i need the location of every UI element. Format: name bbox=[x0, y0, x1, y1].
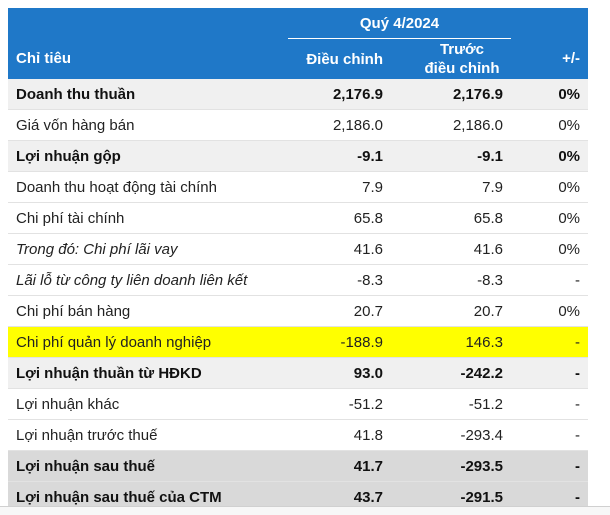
table-body: Doanh thu thuần 2,176.9 2,176.9 0% Giá v… bbox=[8, 79, 588, 513]
row-change-value: 0% bbox=[511, 171, 588, 203]
row-label: Doanh thu hoạt động tài chính bbox=[8, 171, 288, 203]
table-row: Trong đó: Chi phí lãi vay 41.6 41.6 0% bbox=[8, 233, 588, 265]
table-row: Lợi nhuận trước thuế 41.8 -293.4 - bbox=[8, 419, 588, 451]
row-adjusted-value: 2,176.9 bbox=[288, 79, 391, 110]
row-label: Chi phí quản lý doanh nghiệp bbox=[8, 326, 288, 358]
period-heading: Quý 4/2024 bbox=[288, 8, 511, 39]
row-before-value: 2,186.0 bbox=[391, 109, 511, 141]
row-adjusted-value: -188.9 bbox=[288, 326, 391, 358]
row-change-value: - bbox=[511, 450, 588, 482]
row-before-value: 2,176.9 bbox=[391, 79, 511, 110]
row-before-value: -293.4 bbox=[391, 419, 511, 451]
header-columns-row: Chỉ tiêu Điều chỉnh Trước điều chỉnh +/- bbox=[8, 38, 588, 79]
row-adjusted-value: -9.1 bbox=[288, 140, 391, 172]
table-row: Lợi nhuận sau thuế 41.7 -293.5 - bbox=[8, 450, 588, 482]
row-change-value: - bbox=[511, 388, 588, 420]
column-header-before-line2: điều chỉnh bbox=[424, 60, 500, 77]
table-row: Lợi nhuận khác -51.2 -51.2 - bbox=[8, 388, 588, 420]
table-row: Giá vốn hàng bán 2,186.0 2,186.0 0% bbox=[8, 109, 588, 141]
row-change-value: - bbox=[511, 326, 588, 358]
row-change-value: 0% bbox=[511, 233, 588, 265]
table-header: Quý 4/2024 Chỉ tiêu Điều chỉnh Trước điề… bbox=[8, 8, 588, 79]
sheet-bottom-strip bbox=[0, 506, 610, 515]
row-label: Trong đó: Chi phí lãi vay bbox=[8, 233, 288, 265]
column-header-change: +/- bbox=[511, 38, 588, 79]
column-header-before-adjustment: Trước điều chỉnh bbox=[391, 38, 511, 79]
row-adjusted-value: 2,186.0 bbox=[288, 109, 391, 141]
row-adjusted-value: 41.7 bbox=[288, 450, 391, 482]
row-before-value: -8.3 bbox=[391, 264, 511, 296]
row-label: Chi phí tài chính bbox=[8, 202, 288, 234]
header-period-row: Quý 4/2024 bbox=[8, 8, 588, 39]
row-before-value: -293.5 bbox=[391, 450, 511, 482]
row-change-value: 0% bbox=[511, 79, 588, 110]
column-header-indicator: Chỉ tiêu bbox=[8, 38, 288, 79]
table-row: Doanh thu hoạt động tài chính 7.9 7.9 0% bbox=[8, 171, 588, 203]
row-before-value: 20.7 bbox=[391, 295, 511, 327]
row-adjusted-value: 93.0 bbox=[288, 357, 391, 389]
row-change-value: 0% bbox=[511, 202, 588, 234]
table-row: Lợi nhuận gộp -9.1 -9.1 0% bbox=[8, 140, 588, 172]
row-label: Lợi nhuận thuần từ HĐKD bbox=[8, 357, 288, 389]
row-adjusted-value: 7.9 bbox=[288, 171, 391, 203]
column-header-before-line1: Trước bbox=[439, 41, 485, 58]
row-change-value: - bbox=[511, 357, 588, 389]
row-adjusted-value: 41.6 bbox=[288, 233, 391, 265]
row-change-value: - bbox=[511, 264, 588, 296]
row-change-value: 0% bbox=[511, 109, 588, 141]
row-before-value: 41.6 bbox=[391, 233, 511, 265]
row-label: Lợi nhuận sau thuế bbox=[8, 450, 288, 482]
row-label: Lãi lỗ từ công ty liên doanh liên kết bbox=[8, 264, 288, 296]
row-before-value: 146.3 bbox=[391, 326, 511, 358]
table-row: Lãi lỗ từ công ty liên doanh liên kết -8… bbox=[8, 264, 588, 296]
row-label: Lợi nhuận khác bbox=[8, 388, 288, 420]
table-row: Chi phí bán hàng 20.7 20.7 0% bbox=[8, 295, 588, 327]
row-before-value: -242.2 bbox=[391, 357, 511, 389]
row-adjusted-value: -8.3 bbox=[288, 264, 391, 296]
row-before-value: -9.1 bbox=[391, 140, 511, 172]
row-change-value: 0% bbox=[511, 140, 588, 172]
column-header-adjusted: Điều chỉnh bbox=[288, 38, 391, 79]
row-adjusted-value: 65.8 bbox=[288, 202, 391, 234]
row-label: Doanh thu thuần bbox=[8, 79, 288, 110]
header-blank-cell bbox=[511, 8, 588, 39]
row-label: Chi phí bán hàng bbox=[8, 295, 288, 327]
row-change-value: - bbox=[511, 419, 588, 451]
header-blank-cell bbox=[8, 8, 288, 39]
row-before-value: 7.9 bbox=[391, 171, 511, 203]
row-adjusted-value: -51.2 bbox=[288, 388, 391, 420]
table-row-highlighted: Chi phí quản lý doanh nghiệp -188.9 146.… bbox=[8, 326, 588, 358]
row-before-value: -51.2 bbox=[391, 388, 511, 420]
row-label: Lợi nhuận trước thuế bbox=[8, 419, 288, 451]
row-adjusted-value: 20.7 bbox=[288, 295, 391, 327]
financial-comparison-table: Quý 4/2024 Chỉ tiêu Điều chỉnh Trước điề… bbox=[8, 8, 588, 513]
row-adjusted-value: 41.8 bbox=[288, 419, 391, 451]
row-label: Giá vốn hàng bán bbox=[8, 109, 288, 141]
table-row: Lợi nhuận thuần từ HĐKD 93.0 -242.2 - bbox=[8, 357, 588, 389]
row-label: Lợi nhuận gộp bbox=[8, 140, 288, 172]
table-row: Doanh thu thuần 2,176.9 2,176.9 0% bbox=[8, 79, 588, 110]
row-before-value: 65.8 bbox=[391, 202, 511, 234]
table-row: Chi phí tài chính 65.8 65.8 0% bbox=[8, 202, 588, 234]
row-change-value: 0% bbox=[511, 295, 588, 327]
